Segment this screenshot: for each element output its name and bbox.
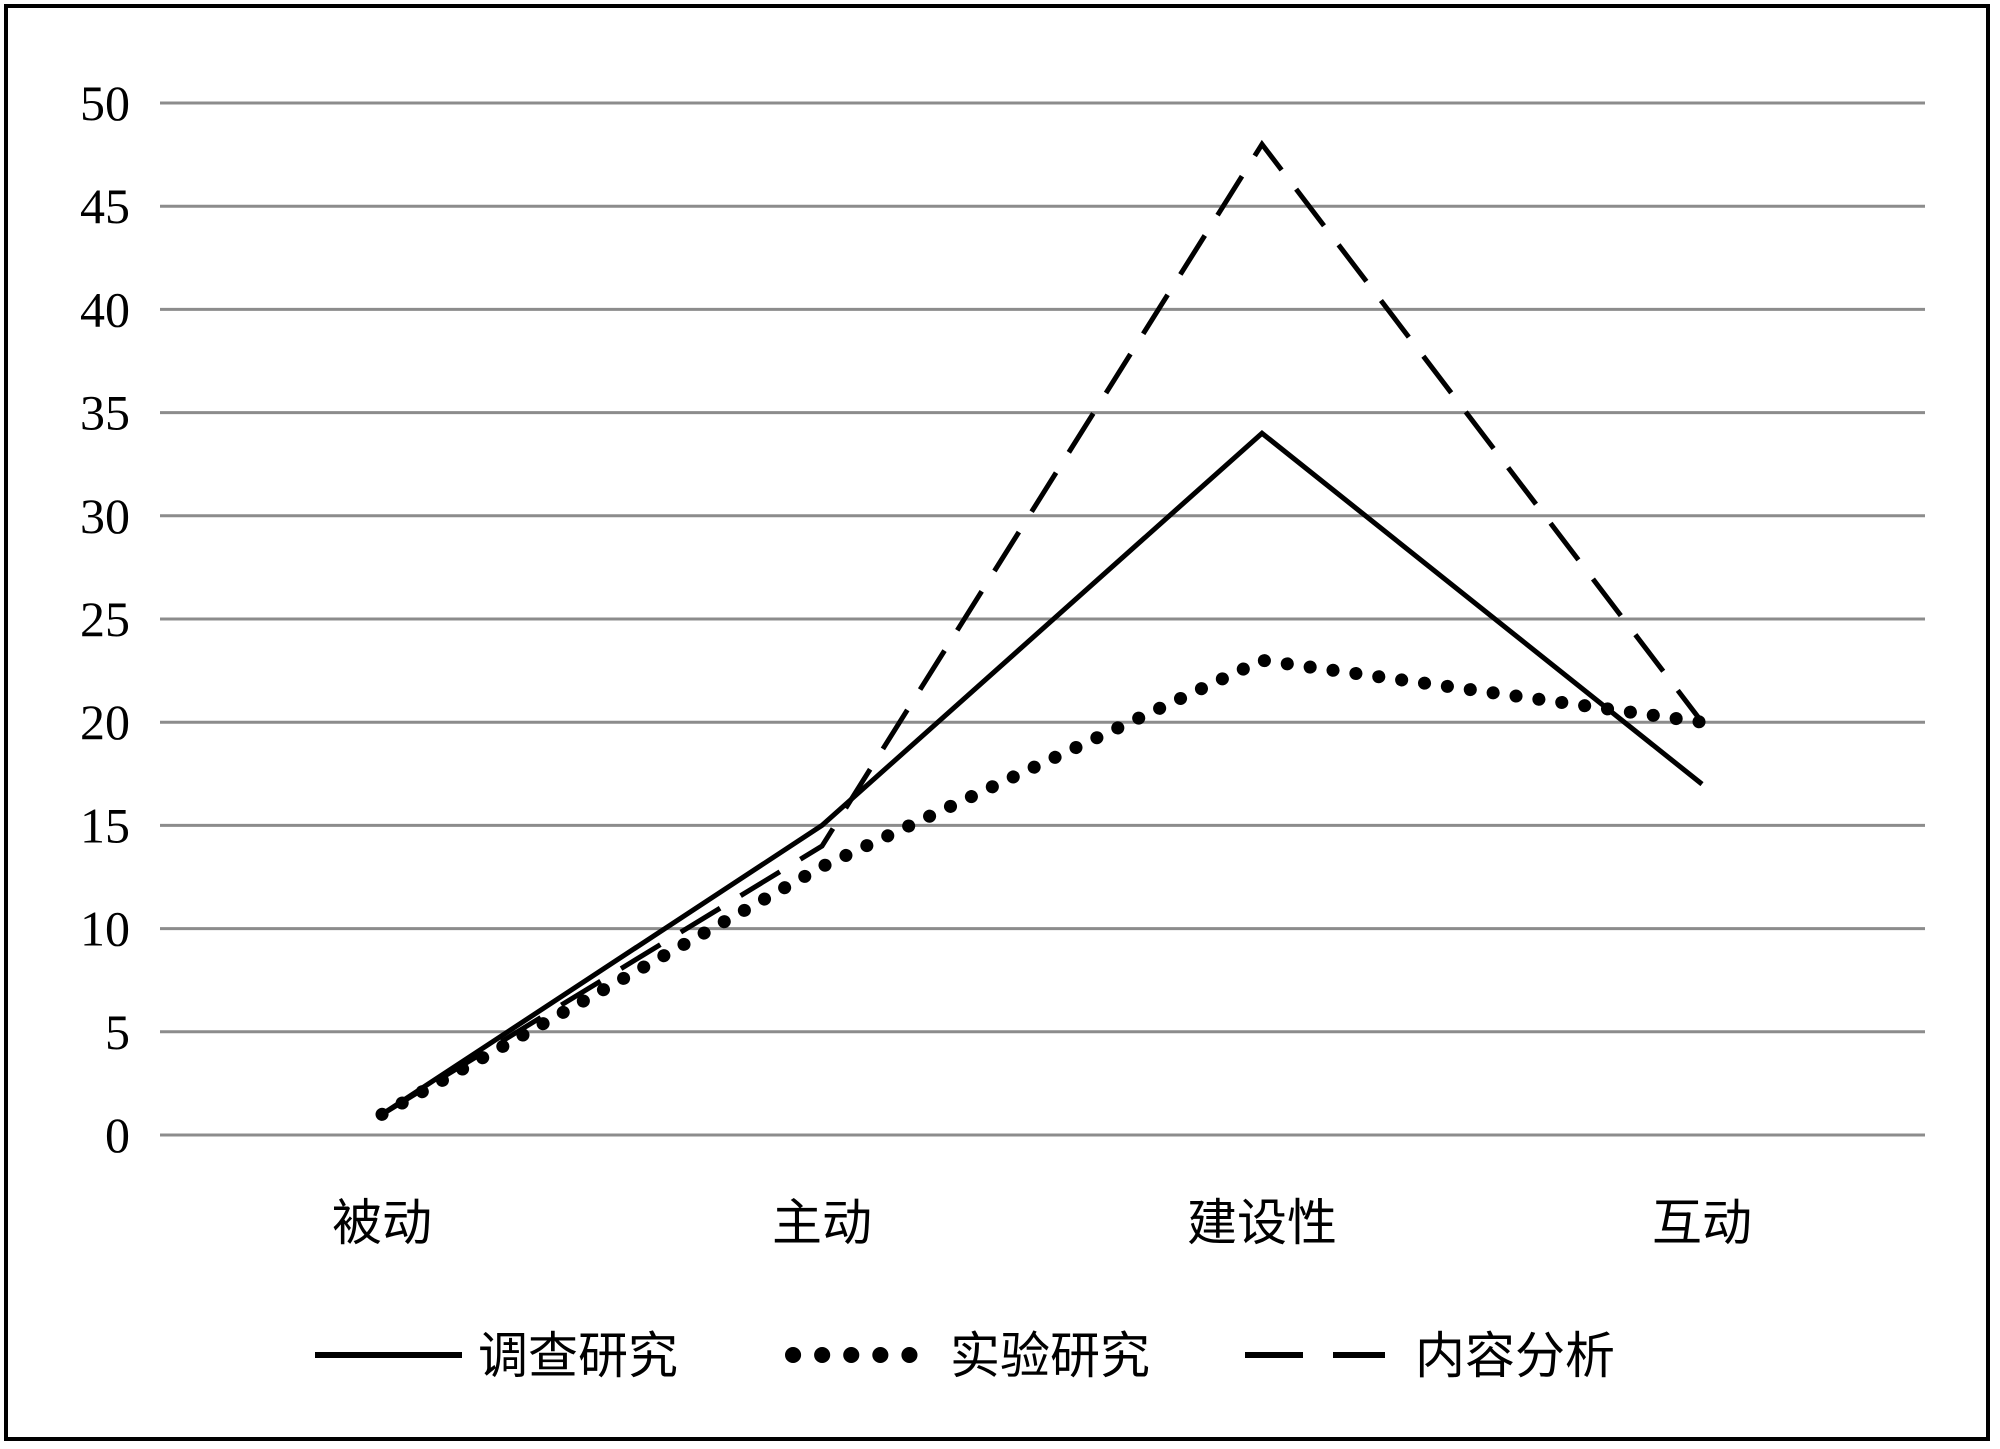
legend-label: 实验研究 [950,1327,1150,1385]
legend-label: 调查研究 [478,1327,678,1385]
y-tick-label: 0 [105,1107,130,1163]
legend-label: 内容分析 [1415,1327,1615,1385]
y-tick-label: 15 [80,797,130,853]
x-category-label: 建设性 [1187,1194,1337,1252]
x-category-label: 互动 [1652,1194,1752,1252]
y-tick-label: 30 [80,488,130,544]
y-tick-label: 35 [80,385,130,441]
legend: 调查研究 实验研究 内容分析 [315,1327,1615,1385]
y-tick-label: 45 [80,178,130,234]
x-category-label: 主动 [772,1194,872,1252]
series-line-3 [380,139,1704,1117]
y-tick-label: 25 [80,591,130,647]
y-tick-label: 40 [80,281,130,337]
y-tick-label: 20 [80,694,130,750]
x-axis-categories: 被动 主动 建设性 互动 [332,1194,1752,1252]
series-lines [375,139,1709,1121]
series-line-1 [380,429,1704,1117]
gridlines [160,101,1925,1137]
y-tick-label: 5 [105,1004,130,1060]
y-tick-label: 10 [80,901,130,957]
y-tick-label: 50 [80,75,130,131]
y-axis-ticks: 0 5 10 15 20 25 30 35 40 45 50 [80,75,130,1163]
series-line-2 [375,653,1709,1121]
x-category-label: 被动 [332,1194,432,1252]
